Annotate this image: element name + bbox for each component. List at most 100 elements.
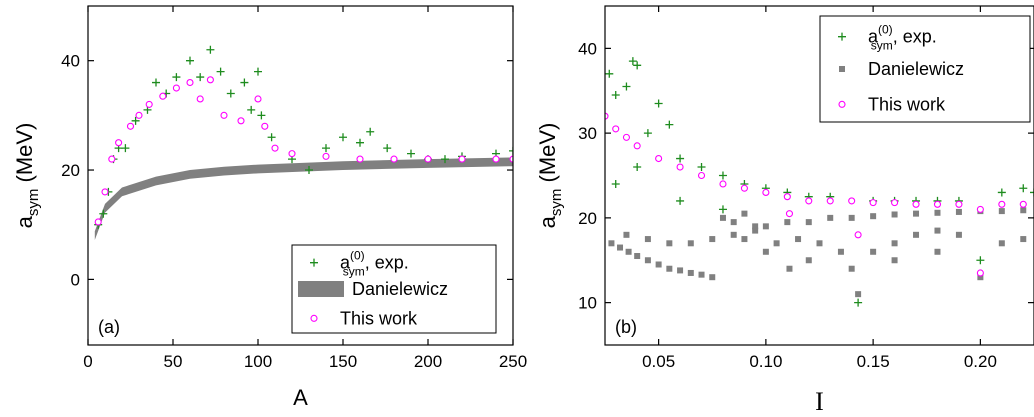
this-work-point <box>206 76 214 84</box>
danielewicz-point <box>805 219 812 226</box>
this-work-point <box>976 205 984 213</box>
series-danielewicz <box>94 157 513 241</box>
this-work-point <box>159 92 167 100</box>
danielewicz-point <box>741 236 748 243</box>
danielewicz-point <box>827 214 834 221</box>
danielewicz-point <box>795 236 802 243</box>
danielewicz-point <box>934 227 941 234</box>
exp-point <box>1019 184 1028 193</box>
danielewicz-point <box>752 223 759 230</box>
y-tick-label: 10 <box>578 294 597 313</box>
danielewicz-point <box>934 248 941 255</box>
x-tick-label: 50 <box>164 352 183 371</box>
plot-area <box>605 57 1034 307</box>
exp-point <box>676 196 685 205</box>
legend-swatch-this-work <box>310 314 318 322</box>
danielewicz-point <box>644 257 651 264</box>
exp-point <box>366 127 375 136</box>
this-work-point <box>719 180 727 188</box>
danielewicz-point <box>913 210 920 217</box>
this-work-point <box>605 112 609 120</box>
exp-point <box>605 69 614 78</box>
exp-point <box>976 256 985 265</box>
y-tick-label: 40 <box>578 39 597 58</box>
danielewicz-point <box>998 240 1005 247</box>
danielewicz-point <box>998 208 1005 215</box>
this-work-point <box>740 184 748 192</box>
exp-point <box>356 138 364 147</box>
danielewicz-point <box>762 223 769 230</box>
legend: a(0) sym, exp.Danielewicz This work <box>291 244 497 334</box>
series-this_work <box>605 112 1027 277</box>
x-tick-label: 150 <box>329 352 357 371</box>
exp-point <box>718 171 727 180</box>
panel-label: (a) <box>98 317 120 337</box>
this-work-point <box>288 150 296 158</box>
danielewicz-point <box>625 248 632 255</box>
y-tick-label: 20 <box>61 161 80 180</box>
this-work-point <box>998 200 1006 208</box>
this-work-point <box>108 155 116 163</box>
danielewicz-point <box>913 231 920 238</box>
exp-point <box>718 205 727 214</box>
danielewicz-point <box>730 231 737 238</box>
this-work-point <box>115 139 123 147</box>
danielewicz-point <box>784 219 791 226</box>
danielewicz-point <box>773 240 780 247</box>
danielewicz-point <box>848 214 855 221</box>
danielewicz-point <box>719 214 726 221</box>
legend-label-exp: a(0) sym, exp. <box>340 249 409 279</box>
y-tick-label: 20 <box>578 209 597 228</box>
x-tick-label: 0.10 <box>749 352 782 371</box>
y-tick-label: 40 <box>61 52 80 71</box>
exp-point <box>676 154 685 163</box>
exp-point <box>997 188 1006 197</box>
this-work-point <box>976 269 984 277</box>
this-work-point <box>172 84 180 92</box>
exp-point <box>622 82 631 91</box>
danielewicz-point <box>955 231 962 238</box>
legend-label-danielewicz: Danielewicz <box>352 279 448 299</box>
legend-box <box>819 15 1031 123</box>
danielewicz-point <box>934 209 941 216</box>
danielewicz-point <box>786 265 793 272</box>
panel-label: (b) <box>615 317 637 337</box>
series-exp <box>94 45 513 229</box>
legend-label-this_work: This work <box>340 308 418 328</box>
this-work-point <box>622 133 631 141</box>
danielewicz-point <box>741 210 748 217</box>
this-work-point <box>458 155 466 163</box>
x-tick-label: 100 <box>244 352 272 371</box>
exp-point <box>665 120 674 129</box>
exp-point <box>216 67 225 76</box>
danielewicz-band <box>94 157 513 241</box>
this-work-point <box>271 144 279 152</box>
this-work-point <box>854 231 862 239</box>
exp-point <box>509 146 513 155</box>
danielewicz-point <box>709 236 716 243</box>
exp-point <box>254 67 262 76</box>
exp-point <box>131 116 140 125</box>
exp-point <box>121 144 130 153</box>
exp-point <box>407 149 415 158</box>
exp-point <box>240 78 249 87</box>
exp-point <box>267 133 276 142</box>
danielewicz-point <box>848 265 855 272</box>
this-work-point <box>633 142 641 150</box>
exp-point <box>697 163 706 172</box>
this-work-point <box>101 188 109 196</box>
y-tick-label: 30 <box>578 124 597 143</box>
danielewicz-point <box>805 257 812 264</box>
exp-point <box>226 89 235 98</box>
danielewicz-point <box>709 274 716 281</box>
exp-point <box>152 78 160 87</box>
y-axis-title: asym (MeV) <box>12 123 42 229</box>
this-work-point <box>424 155 432 163</box>
danielewicz-point <box>608 240 615 247</box>
danielewicz-point <box>1020 236 1027 243</box>
x-tick-label: 0 <box>83 352 92 371</box>
danielewicz-point <box>891 257 898 264</box>
